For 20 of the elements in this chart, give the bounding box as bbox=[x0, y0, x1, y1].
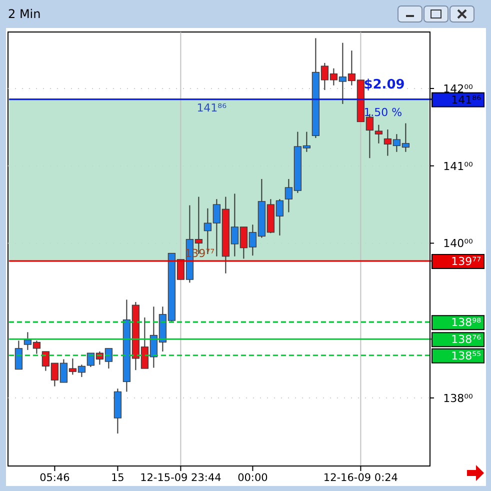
ref-line-label: 141⁸⁶ bbox=[451, 93, 482, 106]
ref-line-label: 138⁵⁵ bbox=[451, 349, 481, 362]
annotation: 141⁸⁶ bbox=[196, 101, 228, 114]
x-tick-label: 15 bbox=[111, 472, 124, 484]
x-tick-label: 12-16-09 0:24 bbox=[323, 472, 398, 484]
y-tick-label: 141⁰⁰ bbox=[443, 160, 474, 173]
ref-line-label: 138⁷⁶ bbox=[451, 333, 482, 346]
chart-title: 2 Min bbox=[8, 7, 41, 21]
y-tick-label: 138⁰⁰ bbox=[443, 392, 474, 405]
x-tick-label: 00:00 bbox=[238, 472, 268, 484]
annotation: 1.50 % bbox=[364, 106, 402, 119]
candlestick bbox=[14, 340, 22, 370]
y-tick-label: 142⁰⁰ bbox=[443, 82, 474, 96]
ref-line-label: 138⁹⁸ bbox=[451, 316, 482, 330]
x-tick-label: 05:46 bbox=[40, 472, 70, 484]
y-tick-label: 140⁰⁰ bbox=[443, 237, 474, 250]
candlestick bbox=[374, 124, 382, 144]
ref-line-label: 139⁷⁷ bbox=[451, 254, 481, 268]
annotation: $2.09 bbox=[364, 77, 405, 92]
x-tick-label: 12-15-09 23:44 bbox=[140, 472, 222, 484]
